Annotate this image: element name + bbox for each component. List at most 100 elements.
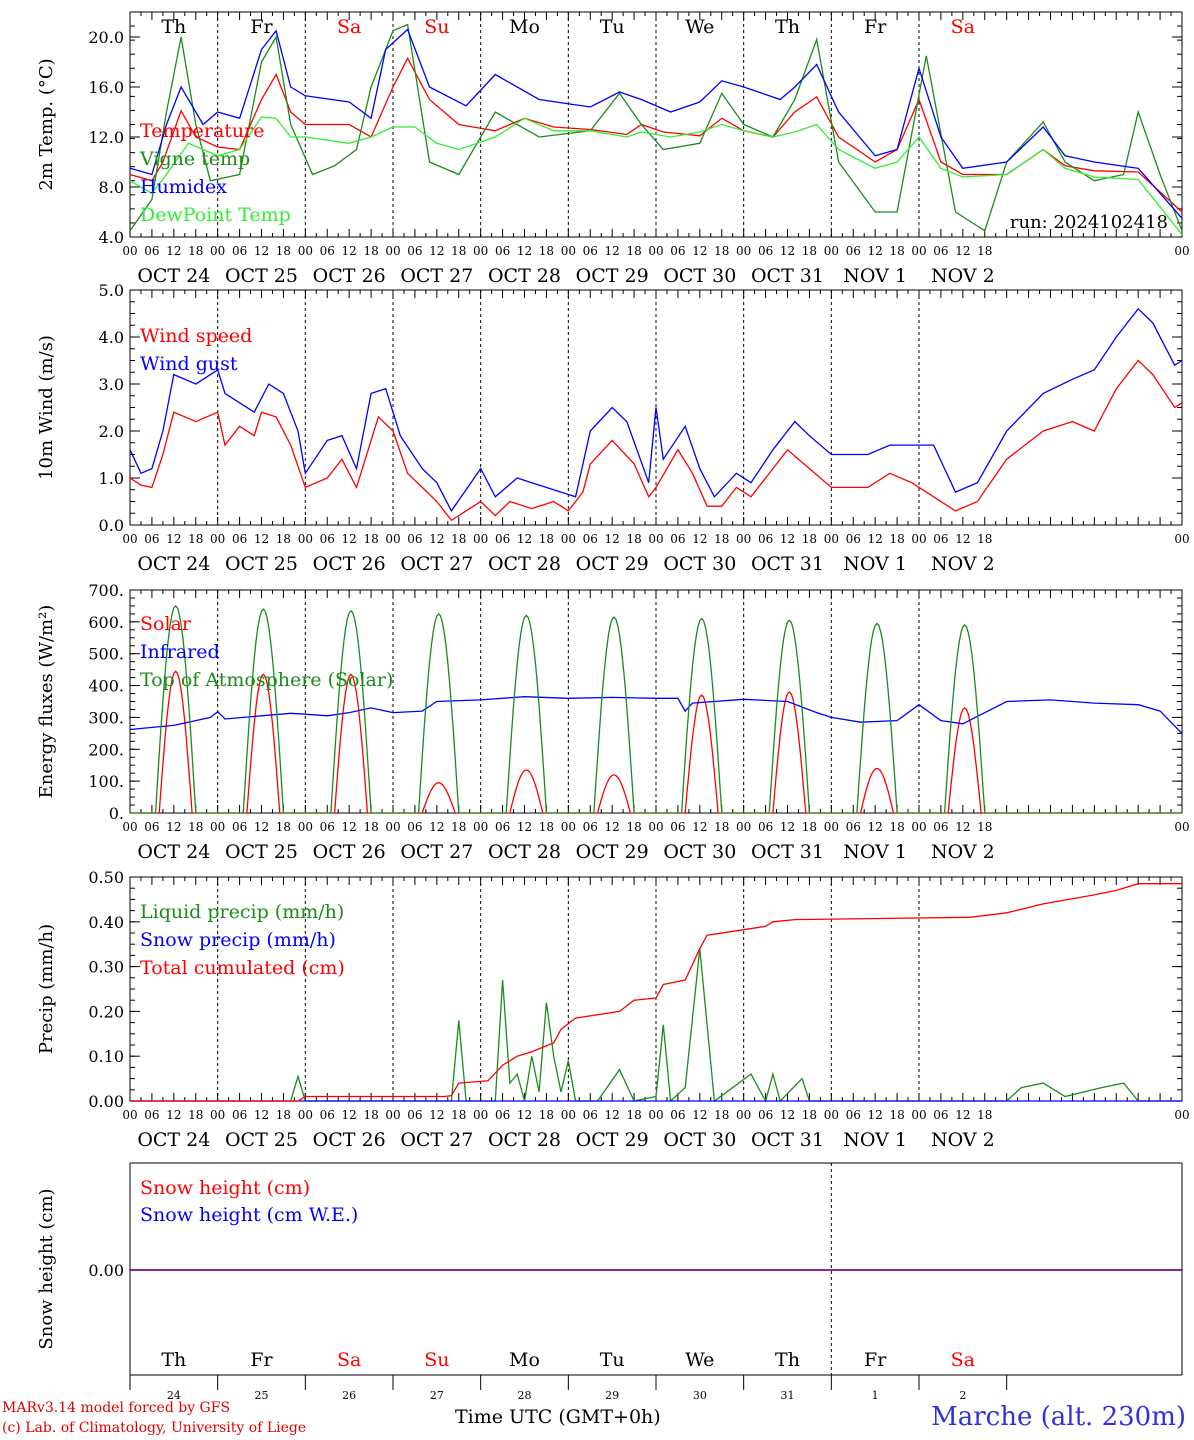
date-label: OCT 24 [137, 841, 210, 863]
date-label: OCT 24 [137, 1129, 210, 1151]
hour-tick-label: 00 [824, 244, 839, 258]
hour-tick-label: 06 [933, 244, 948, 258]
hour-tick-label: 18 [363, 244, 378, 258]
y-tick-label: 500. [88, 645, 124, 664]
hour-tick-label: 18 [276, 532, 291, 546]
hour-tick-label: 06 [495, 532, 510, 546]
series-temperature [129, 56, 1183, 213]
hour-tick-label: 06 [232, 532, 247, 546]
date-label: OCT 24 [137, 265, 210, 287]
y-tick-label: 0.40 [88, 913, 124, 932]
date-label: NOV 1 [843, 553, 907, 575]
panel-snow [129, 1162, 1183, 1375]
day-number-label: 28 [518, 1389, 532, 1402]
hour-tick-label: 00 [298, 244, 313, 258]
series-vigne-temp [129, 23, 1183, 232]
hour-tick-label: 18 [889, 820, 904, 834]
weekday-label-bottom: Su [424, 1349, 449, 1371]
hour-tick-label: 12 [342, 532, 357, 546]
y-tick-label: 4.0 [99, 228, 124, 247]
hour-tick-label: 00 [648, 244, 663, 258]
footer-location: Marche (alt. 230m) [931, 1402, 1186, 1432]
hour-tick-label: 00 [473, 244, 488, 258]
legend-entry: Infrared [140, 641, 220, 663]
legend-entry: Wind speed [140, 325, 252, 347]
hour-tick-label: 12 [692, 532, 707, 546]
hour-tick-label: 18 [626, 1108, 641, 1122]
y-tick-label: 0.00 [88, 1261, 124, 1280]
hour-tick-label: 18 [714, 244, 729, 258]
hour-tick-label: 12 [955, 1108, 970, 1122]
hour-tick-label: 18 [539, 532, 554, 546]
hour-tick-label: 18 [363, 532, 378, 546]
y-tick-label: 0.20 [88, 1002, 124, 1021]
hour-tick-label: 12 [780, 820, 795, 834]
weekday-label-top: Sa [951, 16, 975, 38]
weekday-label-top: Fr [250, 16, 273, 38]
run-label: run: 2024102418 [1010, 212, 1168, 233]
date-label: OCT 31 [751, 553, 824, 575]
hour-tick-label: 00 [298, 820, 313, 834]
hour-tick-label: 00 [210, 1108, 225, 1122]
hour-tick-label: 00 [561, 532, 576, 546]
date-label: OCT 31 [751, 841, 824, 863]
y-tick-label: 0. [109, 804, 124, 823]
weekday-label-top: Tu [600, 16, 625, 38]
y-axis-label: Energy fluxes (W/m²) [36, 605, 57, 799]
legend-entry: Solar [140, 613, 192, 635]
day-number-label: 31 [781, 1389, 795, 1402]
series-wind-speed [129, 359, 1183, 522]
hour-tick-label: 06 [495, 820, 510, 834]
hour-tick-label: 00 [473, 1108, 488, 1122]
y-axis-label: Precip (mm/h) [36, 924, 57, 1054]
date-label: OCT 26 [313, 265, 386, 287]
y-tick-label: 4.0 [99, 328, 124, 347]
hour-tick-label: 06 [232, 820, 247, 834]
legend-entry: Vigne temp [139, 148, 250, 170]
hour-tick-label: 06 [583, 1108, 598, 1122]
hour-tick-label: 00 [385, 244, 400, 258]
hour-tick-label: 00 [824, 820, 839, 834]
hour-tick-label: 06 [846, 1108, 861, 1122]
hour-tick-label: 12 [605, 244, 620, 258]
weekday-label-bottom: Fr [250, 1349, 273, 1371]
hour-tick-label: 06 [846, 244, 861, 258]
y-tick-label: 0.00 [88, 1092, 124, 1111]
legend-entry: Snow height (cm) [140, 1177, 310, 1199]
hour-tick-label: 00 [1174, 532, 1189, 546]
hour-tick-label: 00 [824, 1108, 839, 1122]
series-wind-gust [129, 307, 1183, 513]
date-label: NOV 2 [931, 553, 995, 575]
y-tick-label: 0.0 [99, 516, 124, 535]
hour-tick-label: 12 [780, 1108, 795, 1122]
series-humidex [129, 28, 1183, 219]
hour-tick-label: 18 [539, 244, 554, 258]
date-label: OCT 31 [751, 265, 824, 287]
hour-tick-label: 18 [802, 244, 817, 258]
date-label: NOV 2 [931, 265, 995, 287]
hour-tick-label: 00 [561, 820, 576, 834]
hour-tick-label: 06 [670, 532, 685, 546]
legend-entry: Snow height (cm W.E.) [140, 1204, 358, 1226]
weekday-label-bottom: Th [161, 1349, 186, 1371]
date-label: OCT 25 [225, 265, 298, 287]
hour-tick-label: 00 [648, 1108, 663, 1122]
date-label: NOV 2 [931, 841, 995, 863]
hour-tick-label: 00 [736, 1108, 751, 1122]
hour-tick-label: 06 [407, 1108, 422, 1122]
weekday-label-top: Th [161, 16, 186, 38]
y-tick-label: 100. [88, 772, 124, 791]
hour-tick-label: 12 [517, 532, 532, 546]
hour-tick-label: 06 [320, 532, 335, 546]
hour-tick-label: 18 [626, 244, 641, 258]
hour-tick-label: 12 [429, 820, 444, 834]
hour-tick-label: 06 [583, 820, 598, 834]
hour-tick-label: 18 [451, 820, 466, 834]
hour-tick-label: 00 [911, 244, 926, 258]
y-tick-label: 200. [88, 740, 124, 759]
hour-tick-label: 06 [320, 244, 335, 258]
y-axis-label: 2m Temp. (°C) [36, 58, 57, 190]
hour-tick-label: 12 [692, 244, 707, 258]
hour-tick-label: 12 [955, 820, 970, 834]
